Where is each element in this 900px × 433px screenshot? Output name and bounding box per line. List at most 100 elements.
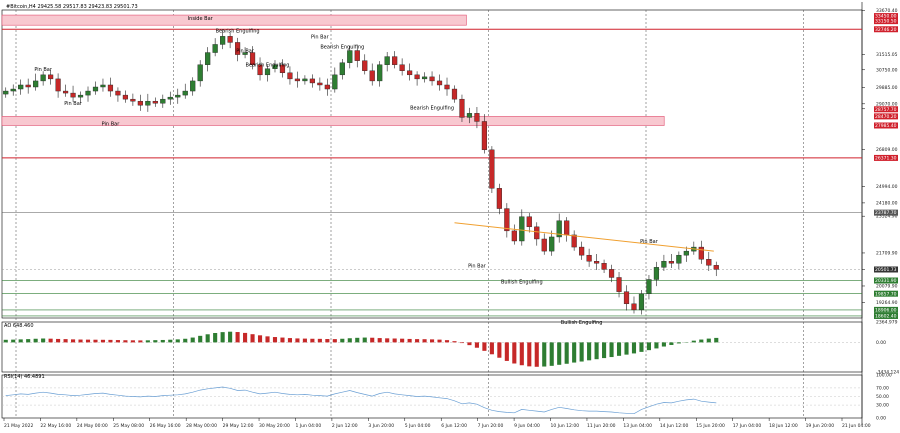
candle[interactable] bbox=[302, 75, 308, 85]
candle[interactable] bbox=[227, 32, 233, 49]
candle[interactable] bbox=[107, 77, 114, 97]
candle[interactable] bbox=[466, 107, 473, 124]
candle[interactable] bbox=[616, 272, 622, 298]
candle[interactable] bbox=[33, 73, 39, 91]
candle[interactable] bbox=[474, 106, 480, 129]
candle[interactable] bbox=[70, 85, 76, 102]
candle[interactable] bbox=[407, 63, 413, 81]
candle[interactable] bbox=[496, 183, 502, 215]
candle[interactable] bbox=[623, 285, 630, 311]
candle[interactable] bbox=[594, 253, 600, 270]
candle[interactable] bbox=[608, 264, 615, 283]
candle[interactable] bbox=[683, 246, 689, 262]
time-axis[interactable]: 21 May 2022 22 May 16:00 24 May 00:00 25 Ma… bbox=[3, 418, 871, 429]
candle[interactable] bbox=[175, 88, 181, 104]
candle[interactable] bbox=[459, 94, 465, 123]
candle[interactable] bbox=[242, 47, 248, 59]
candle[interactable] bbox=[212, 38, 218, 57]
candle[interactable] bbox=[249, 46, 256, 70]
candle[interactable] bbox=[541, 233, 547, 255]
candle[interactable] bbox=[638, 290, 645, 315]
candle[interactable] bbox=[429, 71, 435, 86]
candle[interactable] bbox=[182, 83, 188, 99]
candle[interactable] bbox=[481, 114, 487, 154]
candle[interactable] bbox=[130, 93, 136, 106]
candle[interactable] bbox=[272, 60, 278, 73]
candle[interactable] bbox=[145, 93, 151, 112]
candle[interactable] bbox=[205, 47, 211, 72]
candle[interactable] bbox=[661, 254, 667, 271]
candle[interactable] bbox=[220, 29, 226, 50]
candle[interactable] bbox=[25, 78, 31, 94]
candle[interactable] bbox=[332, 67, 338, 93]
candle[interactable] bbox=[115, 87, 121, 102]
price-axis[interactable]: 33670.40 31515.05 30750.00 29885.00 29070.00… bbox=[862, 8, 899, 422]
candle[interactable] bbox=[369, 63, 375, 86]
candle[interactable] bbox=[55, 73, 61, 98]
rsi-line[interactable] bbox=[5, 386, 717, 415]
candle[interactable] bbox=[122, 90, 128, 103]
candle[interactable] bbox=[354, 45, 360, 68]
candle[interactable] bbox=[571, 230, 577, 251]
candle[interactable] bbox=[519, 209, 525, 246]
candle[interactable] bbox=[392, 51, 398, 69]
candle[interactable] bbox=[137, 94, 143, 111]
candle[interactable] bbox=[152, 97, 158, 107]
candle[interactable] bbox=[287, 66, 293, 85]
candle[interactable] bbox=[40, 71, 46, 86]
candle[interactable] bbox=[62, 84, 69, 97]
supply-zone-0[interactable] bbox=[1, 14, 467, 26]
candle[interactable] bbox=[414, 71, 420, 86]
candle[interactable] bbox=[317, 77, 323, 91]
candle[interactable] bbox=[190, 77, 196, 96]
candle[interactable] bbox=[339, 59, 345, 80]
candle[interactable] bbox=[197, 60, 203, 87]
candle[interactable] bbox=[436, 74, 443, 91]
candle[interactable] bbox=[534, 222, 540, 246]
candle[interactable] bbox=[92, 81, 99, 95]
candle[interactable] bbox=[451, 85, 458, 103]
candle[interactable] bbox=[698, 240, 704, 264]
candle[interactable] bbox=[384, 52, 390, 72]
candle[interactable] bbox=[601, 259, 607, 274]
candle[interactable] bbox=[160, 94, 166, 108]
candle[interactable] bbox=[85, 86, 91, 102]
candle[interactable] bbox=[257, 57, 263, 81]
candle[interactable] bbox=[167, 91, 173, 105]
candle[interactable] bbox=[713, 261, 719, 277]
candle[interactable] bbox=[511, 224, 517, 245]
candle[interactable] bbox=[646, 274, 652, 300]
candle[interactable] bbox=[362, 54, 368, 75]
candle[interactable] bbox=[264, 65, 271, 82]
ao-indicator-pane[interactable] bbox=[2, 331, 862, 367]
candle[interactable] bbox=[309, 74, 315, 88]
candle[interactable] bbox=[77, 91, 84, 103]
candle[interactable] bbox=[324, 78, 330, 96]
candle[interactable] bbox=[444, 77, 450, 96]
candle[interactable] bbox=[421, 72, 428, 83]
candle[interactable] bbox=[48, 70, 54, 85]
candle[interactable] bbox=[706, 251, 712, 271]
candle[interactable] bbox=[235, 37, 241, 62]
candle[interactable] bbox=[377, 61, 383, 87]
rsi-indicator-pane[interactable] bbox=[2, 386, 862, 415]
candle[interactable] bbox=[631, 296, 637, 314]
candle[interactable] bbox=[399, 58, 405, 76]
candle[interactable] bbox=[653, 261, 660, 287]
candle[interactable] bbox=[579, 241, 585, 260]
candle[interactable] bbox=[294, 71, 301, 88]
supply-zone-1[interactable] bbox=[1, 116, 665, 126]
candle[interactable] bbox=[279, 59, 286, 78]
candle[interactable] bbox=[586, 248, 592, 267]
candle[interactable] bbox=[676, 251, 682, 269]
candle[interactable] bbox=[347, 45, 353, 69]
candle[interactable] bbox=[10, 84, 16, 96]
candle[interactable] bbox=[504, 203, 510, 238]
candle[interactable] bbox=[556, 213, 562, 243]
candle[interactable] bbox=[668, 253, 674, 268]
trendline[interactable] bbox=[454, 222, 714, 252]
candle[interactable] bbox=[100, 78, 106, 92]
candle[interactable] bbox=[18, 79, 24, 95]
candle[interactable] bbox=[526, 213, 532, 233]
